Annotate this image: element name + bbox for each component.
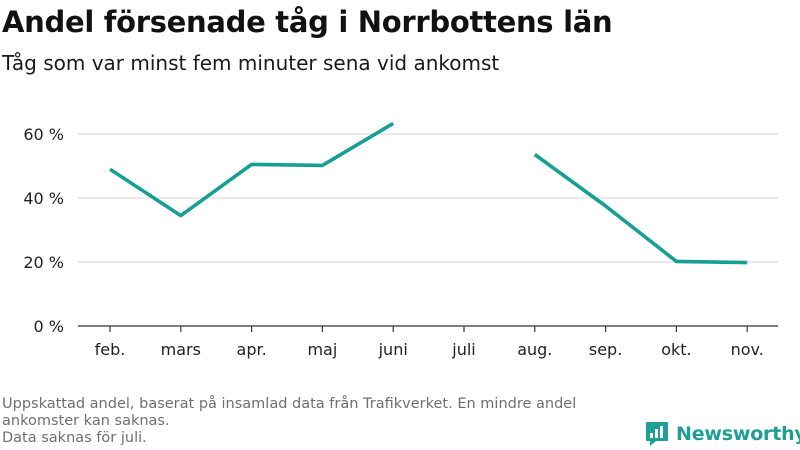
footnote-missing-data: Data saknas för juli. — [2, 430, 147, 446]
brand-name: Newsworthy — [676, 423, 800, 445]
y-tick-label: 0 % — [34, 317, 64, 336]
x-axis — [78, 325, 778, 332]
newsworthy-logo-icon — [646, 422, 668, 446]
series-lines — [109, 121, 748, 265]
footnote-source: Uppskattad andel, baserat på insamlad da… — [2, 396, 577, 429]
x-tick-label: maj — [307, 340, 337, 359]
y-tick-label: 60 % — [23, 125, 64, 144]
series-line-segment — [109, 121, 395, 218]
brand-logo: Newsworthy — [645, 420, 800, 448]
x-tick-label: juli — [451, 340, 475, 359]
line-chart: 0 % 20 % 40 % 60 % feb. mars apr. maj juni juli a… — [23, 121, 778, 359]
x-tick-label: mars — [161, 340, 201, 359]
x-tick-label: feb. — [95, 340, 126, 359]
chart-subtitle: Tåg som var minst fem minuter sena vid a… — [2, 51, 500, 75]
footnote: Uppskattad andel, baserat på insamlad da… — [2, 396, 632, 447]
chart-title: Andel försenade tåg i Norrbottens län — [2, 5, 613, 39]
series-line-segment — [533, 153, 748, 265]
x-tick-label: okt. — [661, 340, 691, 359]
gridlines — [78, 133, 778, 263]
x-tick-label: apr. — [237, 340, 267, 359]
x-axis-labels: feb. mars apr. maj juni juli aug. sep. okt. nov. — [95, 340, 764, 359]
y-tick-label: 40 % — [23, 189, 64, 208]
x-tick-label: aug. — [517, 340, 552, 359]
y-tick-label: 20 % — [23, 253, 64, 272]
x-tick-label: juni — [378, 340, 408, 359]
x-tick-label: nov. — [731, 340, 764, 359]
y-axis-labels: 0 % 20 % 40 % 60 % — [23, 125, 64, 336]
x-tick-label: sep. — [589, 340, 622, 359]
